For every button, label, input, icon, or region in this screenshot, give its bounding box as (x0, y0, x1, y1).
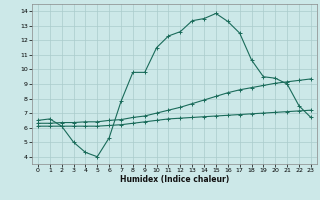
X-axis label: Humidex (Indice chaleur): Humidex (Indice chaleur) (120, 175, 229, 184)
